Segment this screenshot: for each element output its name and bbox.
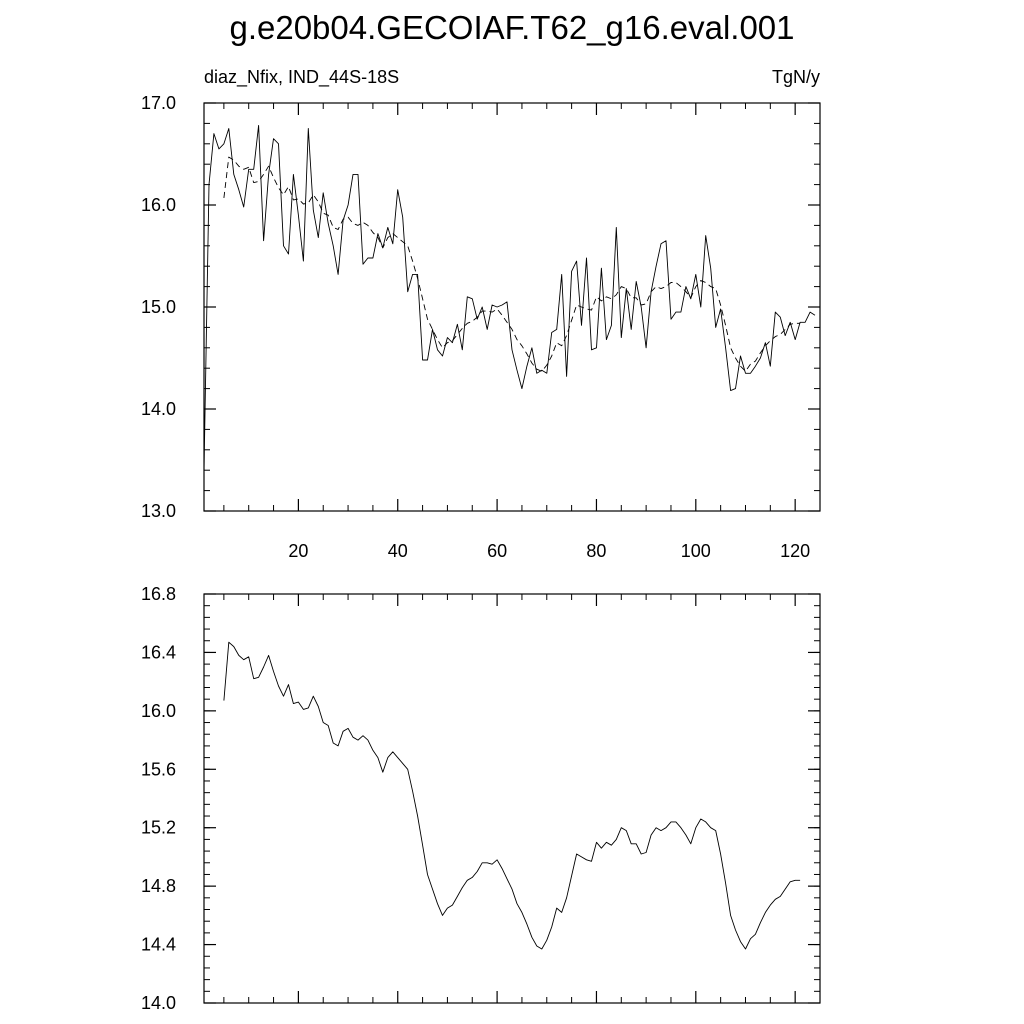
x-tick-label: 120 bbox=[780, 541, 810, 561]
plot-frame bbox=[203, 102, 821, 512]
y-tick-label: 16.0 bbox=[141, 701, 176, 721]
running-mean-line bbox=[223, 156, 801, 372]
y-tick-label: 14.8 bbox=[141, 876, 176, 896]
y-tick-label: 16.0 bbox=[141, 195, 176, 215]
x-tick-label: 60 bbox=[487, 541, 507, 561]
x-tick-label: 100 bbox=[681, 541, 711, 561]
series-line bbox=[223, 641, 801, 950]
y-tick-label: 15.6 bbox=[141, 759, 176, 779]
y-tick-label: 14.4 bbox=[141, 935, 176, 955]
x-tick-label: 40 bbox=[388, 541, 408, 561]
panel-units-label: TgN/y bbox=[771, 67, 820, 87]
y-tick-label: 17.0 bbox=[141, 93, 176, 113]
plot-frame bbox=[203, 593, 821, 1004]
bottom-panel: 14.0 14.4 14.8 15.2 15.6 16.0 16.4 16.8 bbox=[141, 584, 821, 1013]
x-tick-label: 20 bbox=[288, 541, 308, 561]
x-tick-label: 80 bbox=[586, 541, 606, 561]
y-tick-label: 13.0 bbox=[141, 501, 176, 521]
series-line bbox=[203, 124, 816, 471]
y-tick-label: 14.0 bbox=[141, 993, 176, 1013]
y-tick-label: 16.4 bbox=[141, 642, 176, 662]
chart-title: g.e20b04.GECOIAF.T62_g16.eval.001 bbox=[229, 9, 795, 46]
y-tick-label: 14.0 bbox=[141, 399, 176, 419]
y-tick-label: 16.8 bbox=[141, 584, 176, 604]
y-tick-label: 15.2 bbox=[141, 818, 176, 838]
panel-variable-label: diaz_Nfix, IND_44S-18S bbox=[204, 67, 400, 87]
y-tick-label: 15.0 bbox=[141, 297, 176, 317]
top-panel: 13.0 14.0 15.0 16.0 17.0 20 40 60 80 100 120 bbox=[141, 93, 821, 561]
